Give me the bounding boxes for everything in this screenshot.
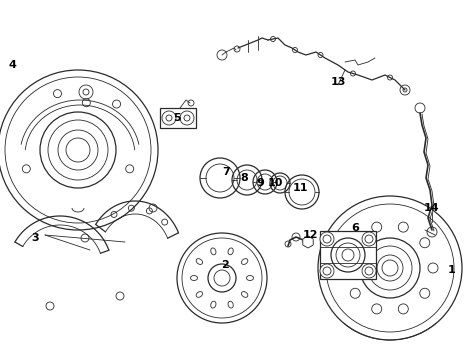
Text: 12: 12 <box>302 230 318 240</box>
Bar <box>160 108 196 128</box>
Text: 13: 13 <box>330 77 346 87</box>
Ellipse shape <box>362 264 376 278</box>
Text: 11: 11 <box>292 183 308 193</box>
Text: 7: 7 <box>222 167 230 177</box>
Text: 3: 3 <box>31 233 39 243</box>
Ellipse shape <box>320 232 334 246</box>
Text: 5: 5 <box>173 113 181 123</box>
Text: 2: 2 <box>221 260 229 270</box>
Ellipse shape <box>362 232 376 246</box>
Text: 4: 4 <box>8 60 16 70</box>
Text: 6: 6 <box>351 223 359 233</box>
Ellipse shape <box>320 264 334 278</box>
Text: 8: 8 <box>240 173 248 183</box>
Text: 9: 9 <box>256 178 264 188</box>
Text: 1: 1 <box>448 265 456 275</box>
Text: 10: 10 <box>267 178 283 188</box>
Polygon shape <box>303 236 313 248</box>
Bar <box>320 231 376 279</box>
Text: 14: 14 <box>424 203 440 213</box>
